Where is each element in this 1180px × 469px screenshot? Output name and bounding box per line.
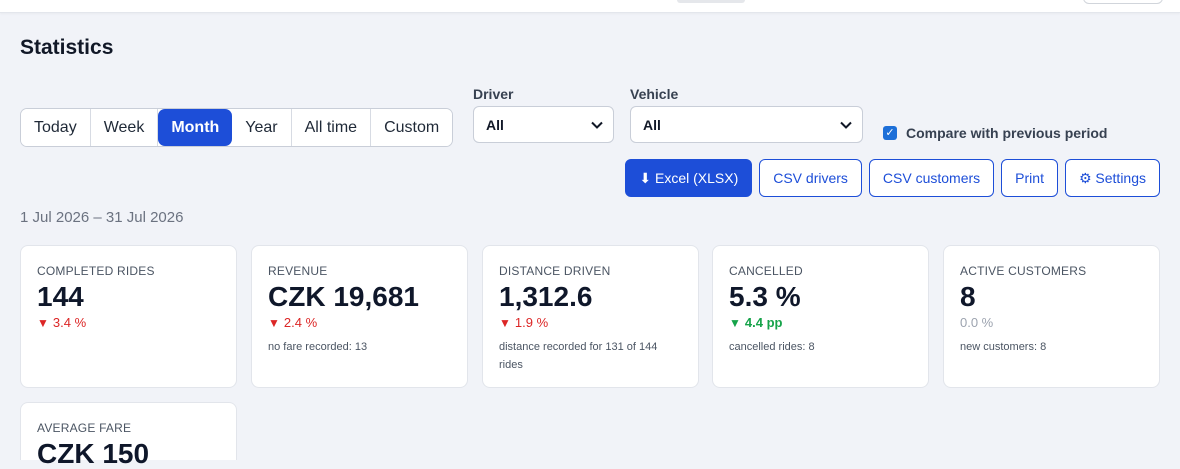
card-label: DISTANCE DRIVEN: [499, 264, 611, 278]
card-delta-value: 0.0 %: [960, 315, 994, 331]
trend-down-icon: ▼: [499, 315, 511, 330]
card-delta: 0.0 %: [960, 315, 1143, 330]
vehicle-filter-label: Vehicle: [630, 86, 679, 102]
card-value: CZK 150: [37, 438, 150, 469]
print-button[interactable]: Print: [1001, 159, 1058, 197]
stat-card-revenue: REVENUE CZK 19,681 ▼ 2.4 % no fare recor…: [251, 245, 468, 388]
compare-label: Compare with previous period: [906, 125, 1108, 141]
compare-toggle[interactable]: ✓ Compare with previous period: [883, 125, 1107, 141]
card-note: distance recorded for 131 of 144 rides: [499, 341, 658, 372]
trend-down-icon: ▼: [268, 315, 280, 330]
settings-button[interactable]: ⚙ Settings: [1064, 159, 1160, 197]
trend-down-icon: ▼: [729, 315, 741, 330]
nav-button-stub[interactable]: [1083, 0, 1163, 4]
excel-export-button[interactable]: ⬇ Excel (XLSX): [625, 159, 753, 197]
card-delta: ▼ 2.4 %: [268, 315, 451, 330]
card-delta: ▼ 1.9 %: [499, 315, 682, 330]
nav-tab-stub[interactable]: [677, 0, 745, 3]
card-label: REVENUE: [268, 264, 328, 278]
driver-select-value: All: [486, 116, 504, 133]
stat-card-cancelled: CANCELLED 5.3 % ▼ 4.4 pp cancelled rides…: [712, 245, 929, 388]
card-note: cancelled rides: 8: [729, 341, 815, 354]
period-tab-all-time[interactable]: All time: [291, 109, 372, 146]
period-tab-custom[interactable]: Custom: [371, 109, 453, 146]
chevron-down-icon: [591, 118, 603, 132]
csv-customers-button[interactable]: CSV customers: [868, 159, 995, 197]
stat-card-completed-rides: COMPLETED RIDES 144 ▼ 3.4 %: [20, 245, 237, 388]
driver-filter-label: Driver: [473, 86, 514, 102]
driver-select[interactable]: All: [473, 106, 614, 143]
period-tab-year[interactable]: Year: [232, 109, 292, 146]
card-delta: ▼ 4.4 pp: [729, 315, 912, 330]
card-value: CZK 19,681: [268, 281, 419, 312]
card-note: no fare recorded: 13: [268, 341, 368, 354]
card-note: new customers: 8: [960, 341, 1047, 354]
card-value: 1,312.6: [499, 281, 593, 312]
card-label: AVERAGE FARE: [37, 421, 132, 435]
card-label: ACTIVE CUSTOMERS: [960, 264, 1087, 278]
card-delta-value: 2.4 %: [283, 315, 318, 331]
vehicle-select-value: All: [643, 116, 661, 133]
compare-checkbox[interactable]: ✓: [883, 126, 897, 140]
card-value: 144: [37, 281, 84, 312]
chevron-down-icon: [840, 118, 852, 132]
page-title: Statistics: [20, 36, 114, 59]
card-value: 8: [960, 281, 976, 312]
card-delta-value: 1.9 %: [514, 315, 549, 331]
period-tab-month[interactable]: Month: [158, 109, 233, 146]
stat-card-average-fare: AVERAGE FARE CZK 150: [20, 402, 237, 468]
stat-card-active-customers: ACTIVE CUSTOMERS 8 0.0 % new customers: …: [943, 245, 1160, 388]
top-navigation-bar: [0, 0, 1180, 13]
period-tab-today[interactable]: Today: [21, 109, 91, 146]
period-selector: Today Week Month Year All time Custom: [20, 108, 454, 147]
card-delta-value: 4.4 pp: [744, 315, 783, 331]
card-label: COMPLETED RIDES: [37, 264, 155, 278]
card-delta: ▼ 3.4 %: [37, 315, 220, 330]
card-delta-value: 3.4 %: [52, 315, 87, 331]
vehicle-select[interactable]: All: [630, 106, 863, 143]
date-range: 1 Jul 2026 – 31 Jul 2026: [20, 209, 184, 226]
period-tab-week[interactable]: Week: [90, 109, 159, 146]
stat-card-distance-driven: DISTANCE DRIVEN 1,312.6 ▼ 1.9 % distance…: [482, 245, 699, 388]
card-label: CANCELLED: [729, 264, 803, 278]
card-value: 5.3 %: [729, 281, 801, 312]
export-actions: ⬇ Excel (XLSX) CSV drivers CSV customers…: [625, 159, 1160, 197]
csv-drivers-button[interactable]: CSV drivers: [759, 159, 862, 197]
trend-down-icon: ▼: [37, 315, 49, 330]
